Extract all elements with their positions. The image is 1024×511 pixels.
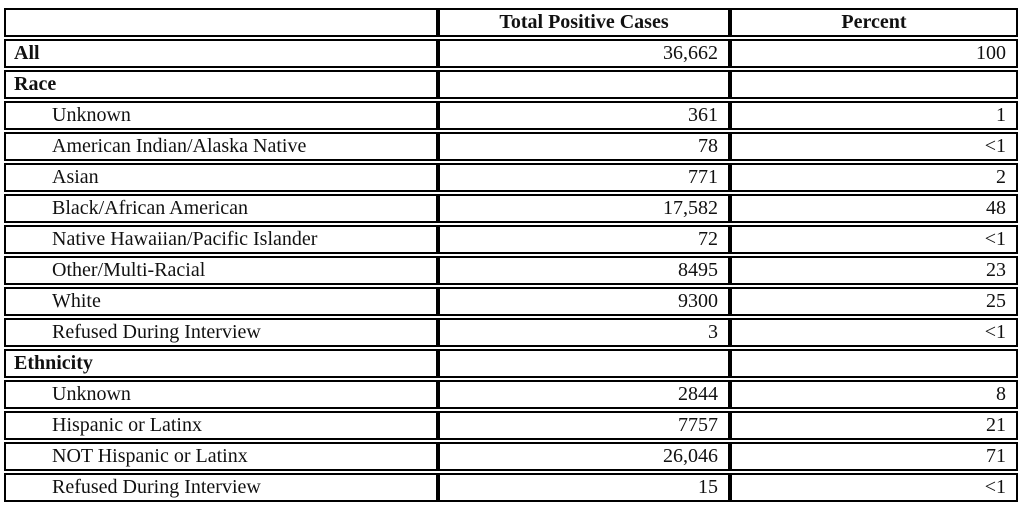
- table-row: Refused During Interview 3 <1: [4, 318, 1018, 347]
- row-cases-cell: 78: [438, 132, 730, 161]
- row-label-cell: Refused During Interview: [4, 473, 438, 502]
- row-label-cell: Asian: [4, 163, 438, 192]
- row-cases-cell: 8495: [438, 256, 730, 285]
- row-cases-cell: 15: [438, 473, 730, 502]
- table-row: White 9300 25: [4, 287, 1018, 316]
- row-label-cell: American Indian/Alaska Native: [4, 132, 438, 161]
- row-cases-cell: [438, 349, 730, 378]
- row-label-cell: Native Hawaiian/Pacific Islander: [4, 225, 438, 254]
- row-cases-cell: 771: [438, 163, 730, 192]
- row-percent-cell: <1: [730, 225, 1018, 254]
- header-row: Total Positive Cases Percent: [4, 8, 1018, 37]
- row-percent-cell: 8: [730, 380, 1018, 409]
- row-label-cell: Other/Multi-Racial: [4, 256, 438, 285]
- table-row: Unknown 2844 8: [4, 380, 1018, 409]
- row-cases-cell: 26,046: [438, 442, 730, 471]
- row-label-cell: Hispanic or Latinx: [4, 411, 438, 440]
- table-row: American Indian/Alaska Native 78 <1: [4, 132, 1018, 161]
- row-label-cell: Race: [4, 70, 438, 99]
- row-percent-cell: <1: [730, 318, 1018, 347]
- row-percent-cell: 2: [730, 163, 1018, 192]
- table-row: Other/Multi-Racial 8495 23: [4, 256, 1018, 285]
- row-percent-cell: 48: [730, 194, 1018, 223]
- row-cases-cell: 7757: [438, 411, 730, 440]
- table-row: Native Hawaiian/Pacific Islander 72 <1: [4, 225, 1018, 254]
- row-percent-cell: 100: [730, 39, 1018, 68]
- header-total-positive-cases: Total Positive Cases: [438, 8, 730, 37]
- row-percent-cell: 23: [730, 256, 1018, 285]
- row-cases-cell: 72: [438, 225, 730, 254]
- row-percent-cell: 21: [730, 411, 1018, 440]
- row-cases-cell: 36,662: [438, 39, 730, 68]
- row-percent-cell: <1: [730, 132, 1018, 161]
- row-label-cell: Unknown: [4, 101, 438, 130]
- row-label-cell: Ethnicity: [4, 349, 438, 378]
- row-label-cell: Black/African American: [4, 194, 438, 223]
- table-row: NOT Hispanic or Latinx 26,046 71: [4, 442, 1018, 471]
- row-percent-cell: 1: [730, 101, 1018, 130]
- row-label-cell: NOT Hispanic or Latinx: [4, 442, 438, 471]
- table-row: Asian 771 2: [4, 163, 1018, 192]
- row-cases-cell: 17,582: [438, 194, 730, 223]
- row-label-cell: Unknown: [4, 380, 438, 409]
- row-label-cell: White: [4, 287, 438, 316]
- table-row: Hispanic or Latinx 7757 21: [4, 411, 1018, 440]
- row-cases-cell: 2844: [438, 380, 730, 409]
- row-percent-cell: <1: [730, 473, 1018, 502]
- table-row: Unknown 361 1: [4, 101, 1018, 130]
- table-row: Race: [4, 70, 1018, 99]
- table-row: Black/African American 17,582 48: [4, 194, 1018, 223]
- table-row: Ethnicity: [4, 349, 1018, 378]
- row-cases-cell: 3: [438, 318, 730, 347]
- row-percent-cell: 25: [730, 287, 1018, 316]
- row-cases-cell: 9300: [438, 287, 730, 316]
- row-cases-cell: [438, 70, 730, 99]
- table-row: Refused During Interview 15 <1: [4, 473, 1018, 502]
- header-percent: Percent: [730, 8, 1018, 37]
- header-empty-cell: [4, 8, 438, 37]
- row-percent-cell: [730, 70, 1018, 99]
- row-cases-cell: 361: [438, 101, 730, 130]
- table-row: All 36,662 100: [4, 39, 1018, 68]
- row-label-cell: Refused During Interview: [4, 318, 438, 347]
- row-label-cell: All: [4, 39, 438, 68]
- positive-cases-table: Total Positive Cases Percent All 36,662 …: [4, 6, 1018, 504]
- row-percent-cell: [730, 349, 1018, 378]
- row-percent-cell: 71: [730, 442, 1018, 471]
